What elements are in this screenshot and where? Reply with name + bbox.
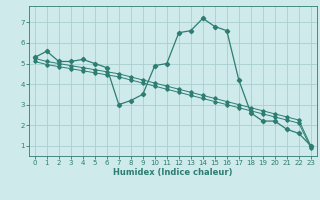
X-axis label: Humidex (Indice chaleur): Humidex (Indice chaleur) [113,168,233,177]
